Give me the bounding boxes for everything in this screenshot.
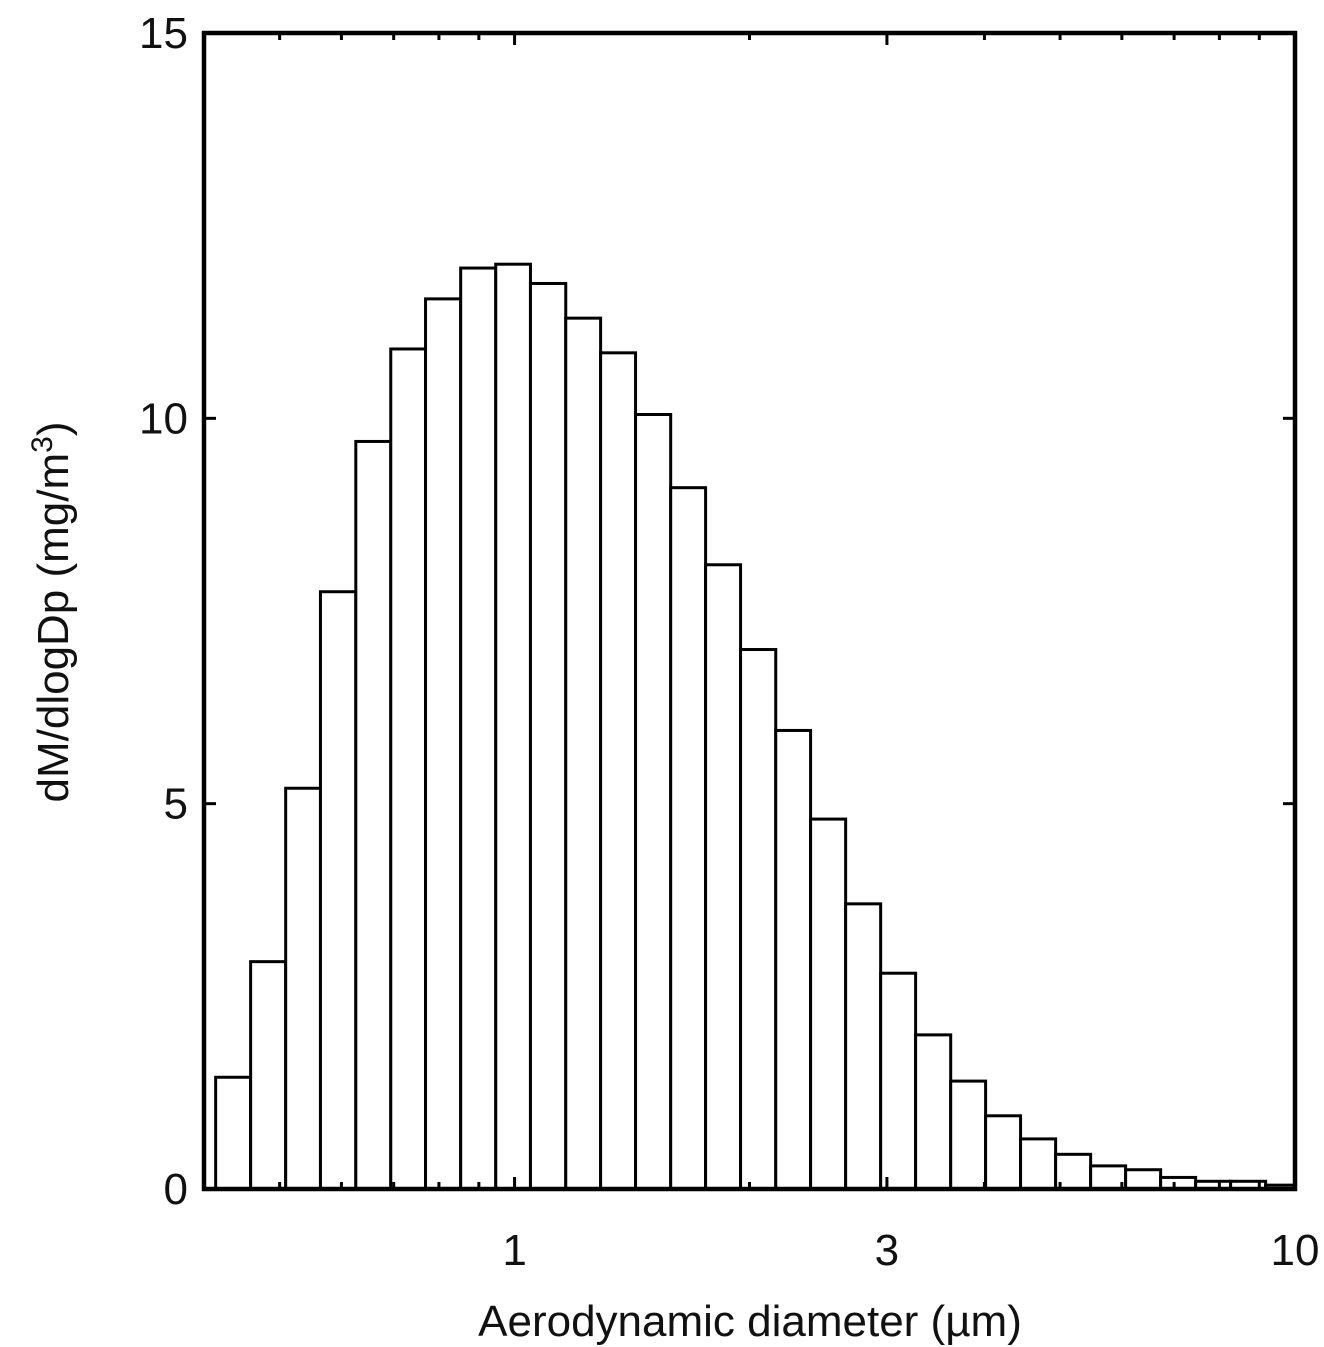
histogram-bar (844, 902, 883, 1191)
x-tick-label: 3 (875, 1226, 899, 1275)
histogram-bar (459, 266, 498, 1191)
bars-layer (214, 262, 1297, 1191)
plot-frame (201, 30, 1298, 1192)
y-tick-label: 0 (164, 1165, 188, 1214)
histogram-bar (249, 960, 288, 1191)
histogram-bar (528, 281, 568, 1191)
histogram-bar (389, 347, 428, 1191)
histogram-bar (564, 316, 603, 1191)
histogram-bar (704, 563, 743, 1191)
histogram-bar (214, 1075, 253, 1191)
histogram-bar (809, 817, 848, 1191)
y-axis-title-superscript: 3 (26, 436, 59, 453)
histogram-bar (1124, 1168, 1163, 1191)
histogram-bar (599, 351, 638, 1191)
y-tick-label: 15 (139, 9, 188, 58)
histogram-bar (949, 1079, 988, 1191)
histogram-bar (669, 486, 708, 1191)
x-tick-label: 1 (502, 1226, 526, 1275)
histogram-bar (424, 297, 463, 1191)
histogram-bar (284, 786, 322, 1191)
histogram-bar (1019, 1137, 1058, 1191)
y-axis-title-close: ) (29, 421, 78, 436)
histogram-bar (318, 590, 358, 1191)
histogram-bar (354, 439, 393, 1191)
y-tick-label: 5 (164, 780, 188, 829)
y-tick-label: 10 (139, 394, 188, 443)
histogram-bar (634, 412, 673, 1191)
histogram-bar (494, 262, 532, 1191)
histogram-bar (774, 728, 813, 1191)
histogram-bar (739, 648, 778, 1191)
histogram-bar (879, 971, 918, 1191)
histogram-bar (984, 1114, 1023, 1191)
labels-layer: 0 5 10 15 1 3 10 (139, 9, 1319, 1275)
y-axis-title-main: dM/dlogDp (mg/m (29, 453, 78, 803)
y-axis-title: dM/dlogDp (mg/m3) (26, 421, 78, 802)
x-tick-label: 10 (1271, 1226, 1320, 1275)
histogram-bar (914, 1033, 953, 1191)
x-axis-title: Aerodynamic diameter (µm) (478, 1297, 1022, 1346)
